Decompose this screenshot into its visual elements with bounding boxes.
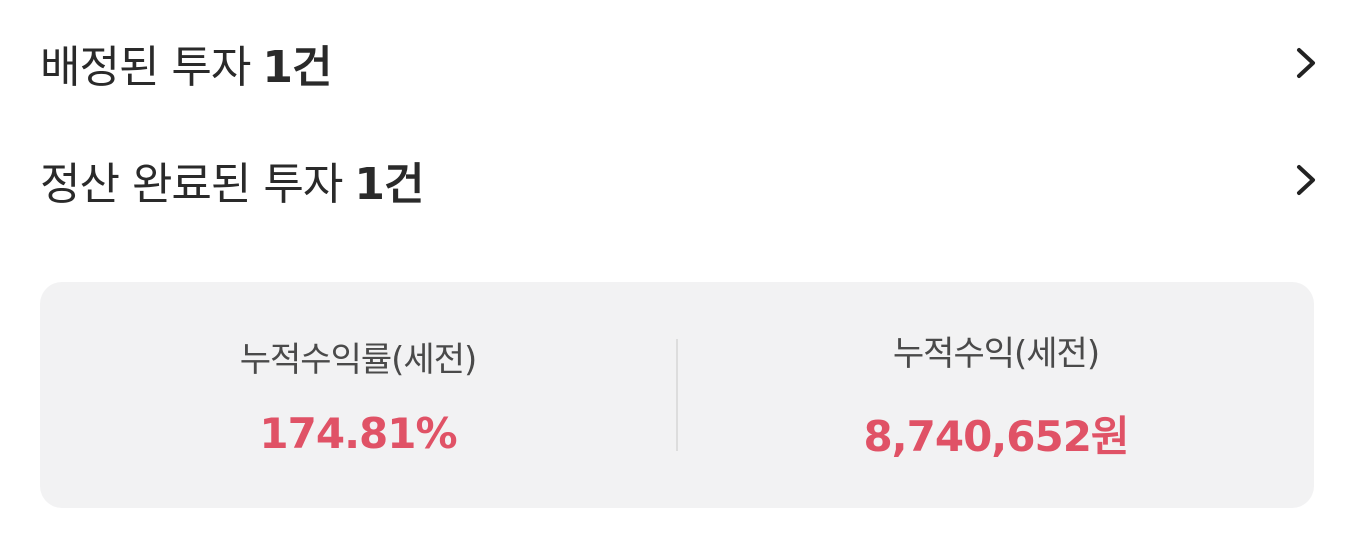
assigned-investments-row[interactable]: 배정된 투자 1건 <box>40 18 1326 108</box>
settled-investments-title: 정산 완료된 투자 <box>40 159 343 210</box>
assigned-investments-label: 배정된 투자 1건 <box>40 31 333 95</box>
summary-divider <box>676 339 678 451</box>
assigned-investments-title: 배정된 투자 <box>40 42 251 93</box>
profit-label: 누적수익(세전) <box>892 334 1100 374</box>
chevron-right-icon[interactable] <box>1286 160 1326 200</box>
settled-investments-label: 정산 완료된 투자 1건 <box>40 148 424 212</box>
return-rate-label: 누적수익률(세전) <box>239 340 477 380</box>
settled-investments-row[interactable]: 정산 완료된 투자 1건 <box>40 135 1326 225</box>
cumulative-return-rate: 누적수익률(세전) 174.81% <box>40 282 676 508</box>
return-rate-value: 174.81% <box>259 409 457 458</box>
cumulative-profit: 누적수익(세전) 8,740,652원 <box>678 282 1314 508</box>
profit-value: 8,740,652원 <box>863 412 1129 461</box>
returns-summary-card: 누적수익률(세전) 174.81% 누적수익(세전) 8,740,652원 <box>40 282 1314 508</box>
settled-investments-count: 1건 <box>354 159 424 210</box>
assigned-investments-count: 1건 <box>262 42 332 93</box>
chevron-right-icon[interactable] <box>1286 43 1326 83</box>
